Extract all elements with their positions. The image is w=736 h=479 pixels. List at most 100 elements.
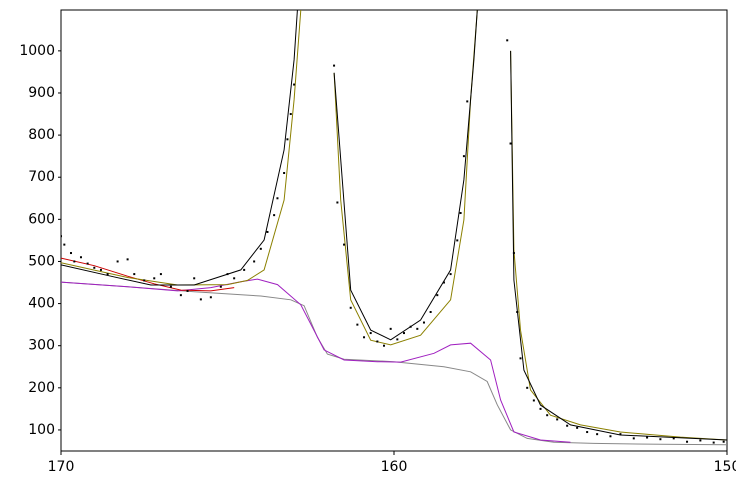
curve [61,278,571,443]
curve [61,10,298,286]
data-point [61,235,62,238]
data-point [266,230,269,233]
data-point [532,399,535,402]
data-point [596,433,599,436]
data-point [539,407,542,410]
data-point [253,260,256,263]
data-point [429,311,432,314]
data-point [116,260,119,263]
data-point [333,64,336,67]
data-point [699,439,702,442]
data-point [389,327,392,330]
data-point [546,414,549,417]
data-point [586,431,589,434]
data-point [556,418,559,421]
data-point [276,197,279,200]
data-point [436,294,439,297]
data-point [442,281,445,284]
data-point [712,441,715,444]
data-point [422,321,425,324]
data-point [259,247,262,250]
data-point [233,277,236,280]
x-tick-label: 160 [381,459,408,475]
y-tick-label: 100 [28,422,55,438]
data-point [462,155,465,158]
data-point [519,357,522,360]
data-point [466,100,469,103]
data-point [396,338,399,341]
data-point [86,262,89,265]
data-point [459,212,462,215]
data-point [349,306,352,309]
data-point [293,83,296,86]
data-point [383,344,386,347]
data-point [416,327,419,330]
data-point [186,289,189,292]
curve [333,10,478,346]
data-point [219,285,222,288]
data-point [159,273,162,276]
curve [61,257,235,292]
data-point [609,435,612,438]
data-point [456,239,459,242]
data-point [402,332,405,335]
data-point [179,294,182,297]
data-point [526,386,529,389]
data-point [273,214,276,217]
data-point [69,252,72,255]
data-point [516,311,519,314]
data-point [363,336,366,339]
y-tick-label: 900 [28,85,55,101]
data-point [506,39,509,42]
x-tick-label: 150 [714,459,736,475]
data-point [283,172,286,175]
y-tick-label: 500 [28,253,55,269]
data-point [449,273,452,276]
data-point [153,277,156,280]
plot-area [61,10,727,446]
data-point [209,296,212,299]
data-point [106,273,109,276]
data-point [199,298,202,301]
data-point [659,438,662,441]
data-point [289,113,292,116]
data-point [126,258,129,261]
data-point [356,323,359,326]
data-point [93,266,96,269]
data-point [133,273,136,276]
data-point [369,332,372,335]
data-point [632,437,635,440]
curve [333,10,478,341]
curve [61,281,727,446]
data-point [336,201,339,204]
plot-frame [60,9,728,452]
data-point [243,268,246,271]
y-tick-label: 700 [28,169,55,185]
data-point [286,138,289,141]
data-point [722,440,725,443]
data-point [143,279,146,282]
data-point [672,437,675,440]
data-point [343,243,346,246]
data-point [576,426,579,429]
data-point [193,277,196,280]
data-point [73,260,76,263]
data-point [686,440,689,443]
y-tick-label: 1000 [19,43,55,59]
y-tick-label: 200 [28,380,55,396]
data-point [226,273,229,276]
data-point [619,433,622,436]
data-point [409,325,412,328]
data-point [99,268,102,271]
data-point [646,436,649,439]
y-tick-label: 400 [28,296,55,312]
data-point [509,142,512,145]
data-point [63,243,66,246]
data-point [376,340,379,343]
x-tick-label: 170 [48,459,75,475]
data-point [512,252,515,255]
data-point [566,424,569,427]
data-point [79,256,82,259]
